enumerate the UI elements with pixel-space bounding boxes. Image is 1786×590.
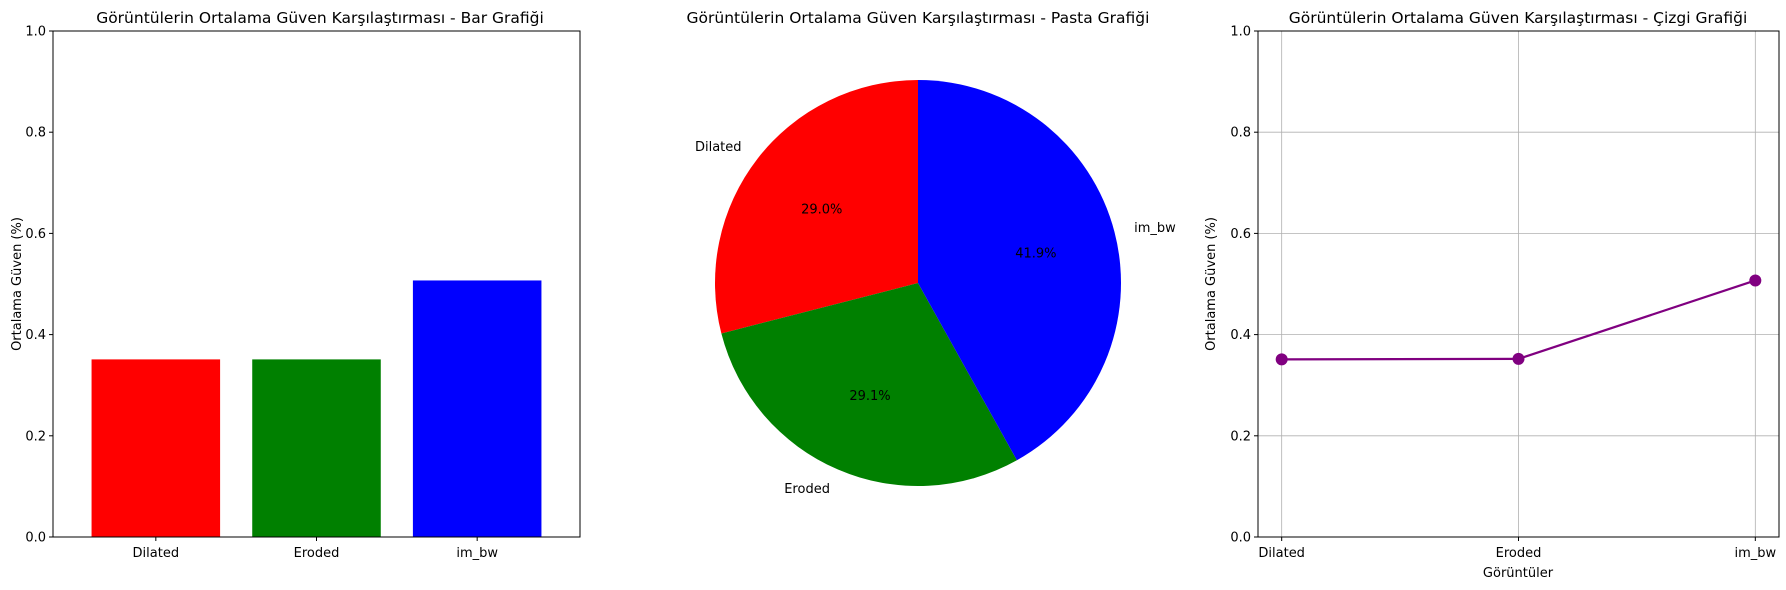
line-chart-marks [1275, 274, 1762, 366]
line-chart-ylabel: Ortalama Güven (%) [1204, 217, 1219, 351]
line-xtick-label: Dilated [1258, 546, 1305, 561]
line-ytick-label: 0.4 [1230, 328, 1251, 343]
line-ytick-label: 0.2 [1230, 429, 1251, 444]
pie-chart-panel: Görüntülerin Ortalama Güven Karşılaştırm… [687, 9, 1177, 497]
line-ytick-label: 0.8 [1230, 126, 1251, 141]
line-ytick-label: 0.0 [1230, 531, 1251, 546]
line-chart-xlabel: Görüntüler [1483, 566, 1554, 581]
line-chart-yticks: 0.0 0.2 0.4 0.6 0.8 1.0 [1230, 25, 1258, 546]
bar-eroded [252, 359, 381, 537]
bar-ytick-label: 0.4 [25, 328, 46, 343]
bar-ytick-label: 0.8 [25, 126, 46, 141]
bar-chart-xticks: Dilated Eroded im_bw [133, 537, 498, 561]
bar-im-bw [412, 280, 542, 537]
pie-slice-dilated [715, 80, 918, 334]
line-ytick-label: 1.0 [1230, 25, 1251, 40]
bar-ytick-label: 1.0 [25, 25, 46, 40]
pie-slice-eroded [721, 283, 1017, 486]
line-chart-grid [1258, 30, 1779, 538]
pie-label-dilated: Dilated [695, 140, 742, 155]
line-point-dilated [1275, 353, 1288, 366]
bar-chart-panel: Görüntülerin Ortalama Güven Karşılaştırm… [10, 9, 581, 561]
pie-slice-im-bw [918, 80, 1122, 461]
pie-percent-eroded: 29.1% [849, 389, 890, 404]
bar-chart-yticks: 0.0 0.2 0.4 0.6 0.8 1.0 [25, 25, 53, 546]
bar-chart-marks [91, 280, 542, 537]
line-point-eroded [1512, 352, 1525, 365]
bar-xtick-label: im_bw [456, 546, 498, 561]
bar-xtick-label: Dilated [133, 546, 180, 561]
pie-percent-im-bw: 41.9% [1015, 246, 1056, 261]
pie-label-eroded: Eroded [784, 482, 830, 497]
bar-chart-title: Görüntülerin Ortalama Güven Karşılaştırm… [96, 9, 544, 27]
line-xtick-label: Eroded [1496, 546, 1542, 561]
bar-chart-ylabel: Ortalama Güven (%) [10, 217, 25, 351]
bar-dilated [91, 359, 221, 537]
line-point-im-bw [1749, 274, 1762, 287]
bar-ytick-label: 0.2 [25, 429, 46, 444]
pie-percent-dilated: 29.0% [801, 202, 842, 217]
pie-label-im-bw: im_bw [1134, 221, 1176, 236]
pie-chart-title: Görüntülerin Ortalama Güven Karşılaştırm… [687, 9, 1150, 27]
bar-ytick-label: 0.0 [25, 531, 46, 546]
pie-chart-marks: 29.0% Dilated 29.1% Eroded 41.9% im_bw [695, 80, 1176, 497]
bar-xtick-label: Eroded [294, 546, 340, 561]
line-ytick-label: 0.6 [1230, 227, 1251, 242]
bar-ytick-label: 0.6 [25, 227, 46, 242]
line-xtick-label: im_bw [1734, 546, 1776, 561]
line-chart-panel: Görüntülerin Ortalama Güven Karşılaştırm… [1204, 9, 1780, 581]
line-chart-title: Görüntülerin Ortalama Güven Karşılaştırm… [1289, 9, 1748, 27]
line-chart-xticks: Dilated Eroded im_bw [1258, 537, 1777, 561]
